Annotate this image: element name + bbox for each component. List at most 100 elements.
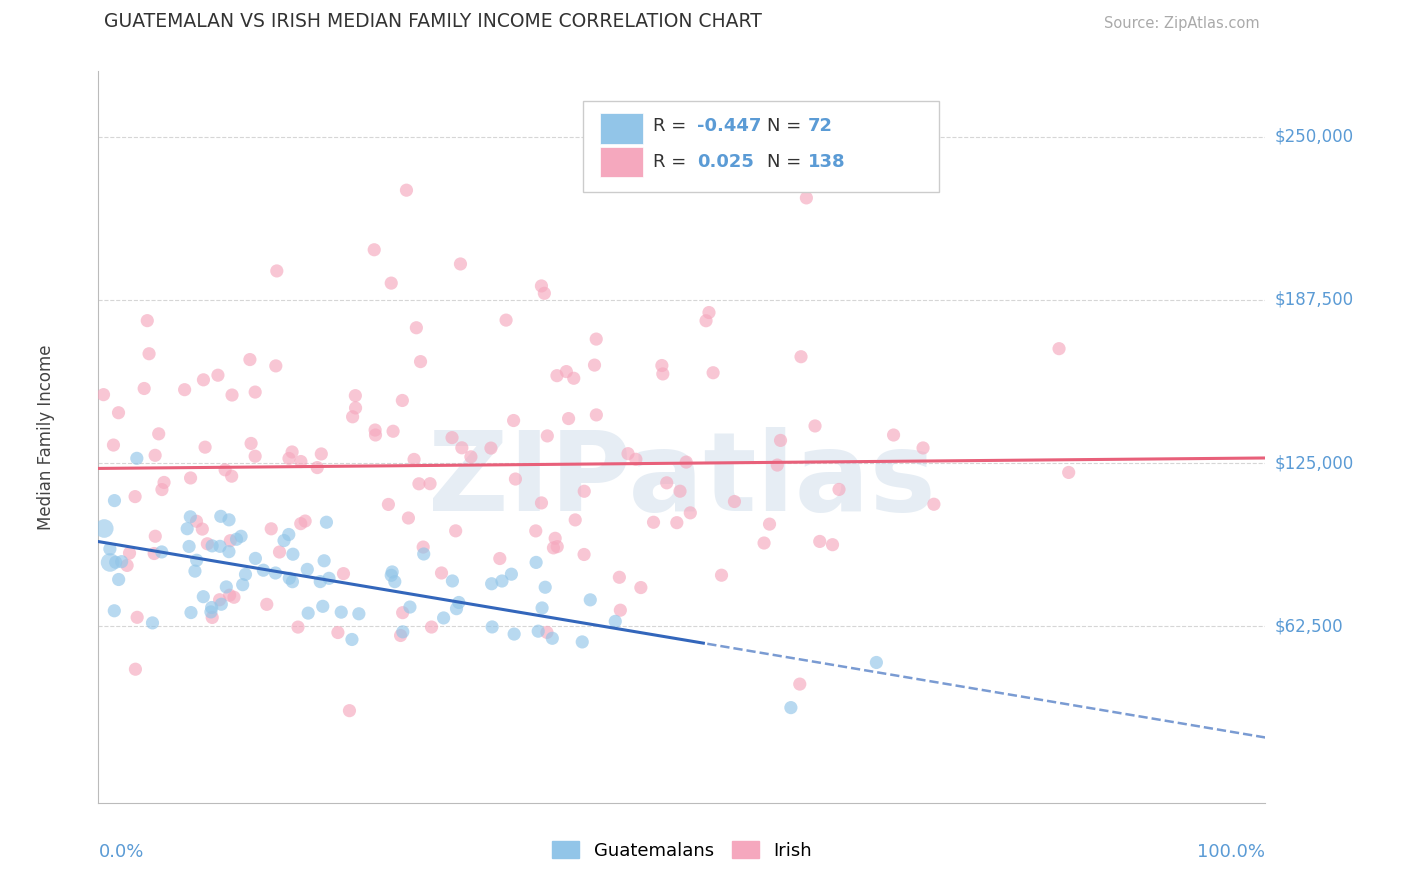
Point	[98, 541, 121, 556]
Point	[318, 571, 340, 585]
Point	[104, 555, 127, 569]
Point	[124, 662, 146, 676]
Point	[239, 352, 262, 367]
Text: $187,500: $187,500	[1275, 291, 1354, 309]
Point	[315, 515, 337, 529]
Point	[103, 493, 125, 508]
Point	[314, 554, 336, 568]
Point	[430, 566, 453, 580]
Point	[617, 447, 640, 461]
Point	[243, 449, 266, 463]
Point	[332, 566, 354, 581]
Point	[574, 484, 596, 499]
Point	[173, 383, 195, 397]
Point	[93, 521, 115, 535]
Point	[769, 434, 792, 448]
Point	[391, 624, 413, 639]
Point	[208, 592, 231, 607]
Text: $62,500: $62,500	[1275, 617, 1343, 635]
Point	[380, 276, 402, 290]
Point	[326, 625, 349, 640]
Point	[118, 546, 141, 560]
Text: Median Family Income: Median Family Income	[37, 344, 55, 530]
Text: GUATEMALAN VS IRISH MEDIAN FAMILY INCOME CORRELATION CHART: GUATEMALAN VS IRISH MEDIAN FAMILY INCOME…	[104, 12, 762, 31]
Point	[1047, 342, 1070, 356]
Point	[221, 388, 243, 402]
Point	[186, 514, 208, 528]
Point	[543, 541, 565, 555]
Point	[184, 564, 207, 578]
Point	[222, 591, 245, 605]
Point	[697, 305, 720, 319]
Point	[235, 567, 257, 582]
Point	[557, 411, 579, 425]
Point	[804, 419, 827, 434]
Point	[143, 448, 166, 462]
Point	[389, 628, 412, 642]
Text: 138: 138	[808, 153, 845, 171]
Point	[675, 455, 697, 469]
Point	[264, 359, 287, 373]
Point	[780, 700, 803, 714]
Point	[138, 347, 160, 361]
Point	[103, 438, 125, 452]
Point	[723, 494, 745, 508]
Point	[501, 567, 523, 582]
Point	[382, 424, 405, 438]
Point	[396, 511, 419, 525]
Point	[502, 413, 524, 427]
Point	[201, 610, 224, 624]
Point	[541, 632, 564, 646]
Point	[495, 313, 517, 327]
Point	[405, 320, 427, 334]
Point	[758, 517, 780, 532]
Point	[808, 534, 831, 549]
Legend: Guatemalans, Irish: Guatemalans, Irish	[544, 834, 820, 867]
Text: Source: ZipAtlas.com: Source: ZipAtlas.com	[1104, 16, 1260, 31]
Point	[115, 558, 138, 573]
Point	[530, 496, 553, 510]
Point	[630, 581, 652, 595]
Point	[195, 537, 218, 551]
Point	[218, 513, 240, 527]
Point	[585, 408, 607, 422]
Point	[340, 632, 363, 647]
Point	[218, 544, 240, 558]
Point	[922, 497, 945, 511]
Point	[136, 313, 159, 327]
Point	[583, 358, 606, 372]
Point	[524, 524, 547, 538]
Point	[207, 368, 229, 383]
Text: 0.025: 0.025	[697, 153, 754, 171]
Point	[530, 279, 553, 293]
Point	[193, 590, 215, 604]
Point	[278, 451, 301, 466]
Point	[180, 471, 202, 485]
Point	[572, 548, 595, 562]
Point	[381, 565, 404, 579]
Point	[277, 527, 299, 541]
Point	[93, 387, 115, 401]
Point	[219, 533, 242, 548]
Point	[503, 627, 526, 641]
Text: $250,000: $250,000	[1275, 128, 1354, 145]
Point	[342, 409, 364, 424]
Point	[208, 539, 231, 553]
Point	[148, 426, 170, 441]
Point	[624, 452, 647, 467]
Point	[281, 445, 304, 459]
Point	[828, 483, 851, 497]
Point	[273, 533, 295, 548]
Point	[297, 562, 319, 576]
Point	[669, 484, 692, 499]
Point	[449, 257, 471, 271]
Point	[412, 540, 434, 554]
Point	[531, 601, 554, 615]
Point	[444, 524, 467, 538]
Point	[243, 385, 266, 400]
Point	[218, 588, 240, 602]
FancyBboxPatch shape	[582, 101, 939, 192]
Point	[309, 574, 332, 589]
Point	[127, 610, 149, 624]
Point	[702, 366, 724, 380]
